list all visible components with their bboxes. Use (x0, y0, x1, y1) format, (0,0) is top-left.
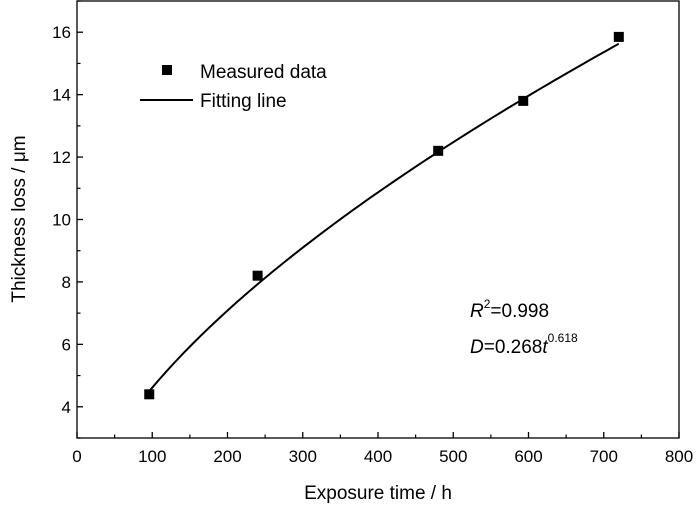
data-point (252, 270, 263, 281)
fitting-line (148, 42, 620, 392)
legend-marker-measured (162, 65, 172, 75)
x-axis-ticks: 0 100 200 300 400 500 600 700 800 (72, 432, 693, 466)
legend: Measured data Fitting line (140, 62, 327, 112)
data-point (144, 389, 155, 400)
x-tick-label: 400 (364, 447, 392, 466)
x-tick-label: 200 (213, 447, 241, 466)
y-axis-ticks: 4 6 8 10 12 14 16 (52, 0, 83, 439)
x-tick-label: 800 (665, 447, 693, 466)
t-symbol: t (542, 337, 548, 358)
y-tick-label: 14 (52, 86, 71, 105)
legend-label-fitting: Fitting line (200, 91, 287, 112)
legend-label-measured: Measured data (200, 62, 327, 83)
x-tick-label: 0 (72, 447, 81, 466)
r-symbol: R (470, 301, 484, 322)
equation-annotation: D=0.268t0.618 (470, 331, 578, 358)
r-power: 2 (484, 297, 491, 311)
x-tick-label: 600 (514, 447, 542, 466)
d-symbol: D (470, 337, 484, 358)
t-power: 0.618 (548, 331, 578, 345)
y-tick-label: 16 (52, 23, 71, 42)
x-tick-label: 700 (590, 447, 618, 466)
y-tick-label: 6 (62, 335, 71, 354)
r-squared-annotation: R2=0.998 (470, 297, 549, 322)
data-point (518, 95, 529, 106)
y-axis-title: Thickness loss / μm (9, 135, 30, 302)
y-tick-label: 8 (62, 273, 71, 292)
x-tick-label: 100 (138, 447, 166, 466)
x-tick-label: 500 (439, 447, 467, 466)
y-tick-label: 4 (62, 398, 71, 417)
data-point (613, 31, 624, 42)
r-value: =0.998 (490, 301, 549, 322)
y-tick-label: 12 (52, 148, 71, 167)
x-axis-title: Exposure time / h (304, 483, 452, 504)
y-tick-label: 10 (52, 211, 71, 230)
data-point (433, 145, 444, 156)
eq-middle: =0.268 (484, 337, 543, 358)
measured-data-markers (144, 31, 624, 400)
x-tick-label: 300 (289, 447, 317, 466)
